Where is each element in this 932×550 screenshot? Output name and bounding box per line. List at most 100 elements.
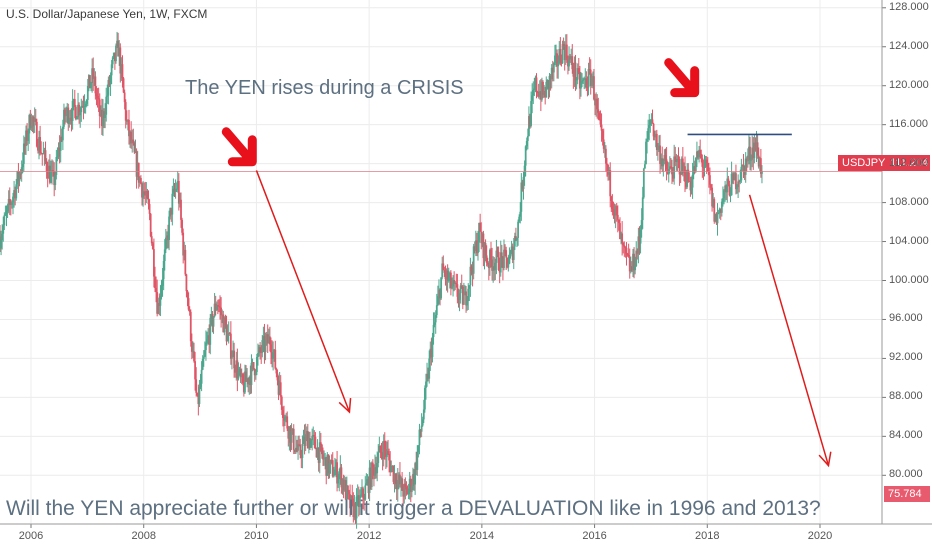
- candle-body: [233, 350, 236, 369]
- candle-body: [14, 190, 17, 199]
- candle-body: [646, 139, 648, 142]
- candle-body: [382, 440, 385, 459]
- candle-body: [120, 64, 123, 74]
- candle-body: [253, 368, 256, 376]
- candle-body: [46, 171, 49, 179]
- candle-body: [317, 447, 320, 463]
- candle-body: [602, 139, 605, 149]
- candle-body: [600, 124, 603, 131]
- candle-body: [54, 174, 57, 186]
- candle-body: [758, 158, 761, 167]
- candle-body: [406, 489, 409, 495]
- candle-body: [477, 242, 479, 254]
- candle-body: [38, 137, 40, 151]
- candle-body: [249, 377, 252, 385]
- candle-body: [674, 156, 677, 160]
- candle-body: [666, 169, 669, 175]
- candle-body: [430, 348, 433, 358]
- candle-body: [550, 67, 553, 80]
- candle-body: [138, 178, 141, 183]
- candle-body: [288, 426, 291, 439]
- candle-body: [619, 223, 621, 240]
- candle-body: [112, 52, 115, 58]
- candle-body: [311, 435, 314, 441]
- candle-body: [492, 266, 495, 271]
- candle-body: [205, 342, 207, 351]
- candle-body: [335, 462, 337, 470]
- candle-body: [186, 291, 189, 299]
- candle-body: [279, 382, 282, 397]
- candle-body: [310, 440, 312, 448]
- annotation-top: The YEN rises during a CRISIS: [185, 77, 464, 99]
- candle-body: [724, 185, 727, 191]
- candle-body: [334, 469, 336, 476]
- candle-body: [648, 125, 651, 129]
- candle-body: [367, 479, 370, 494]
- candle-body: [691, 174, 694, 188]
- candle-body: [365, 483, 368, 486]
- candle-body: [60, 136, 63, 141]
- candle-body: [577, 68, 580, 72]
- candle-body: [274, 349, 277, 369]
- candle-body: [380, 452, 383, 454]
- candle-body: [500, 252, 503, 258]
- candle-body: [56, 156, 59, 158]
- candle-body: [141, 183, 143, 198]
- candle-body: [374, 467, 376, 476]
- candle-body: [154, 276, 156, 289]
- candle-body: [717, 212, 720, 214]
- candle-body: [89, 75, 91, 89]
- candle-body: [301, 443, 304, 458]
- candle-body: [102, 111, 104, 127]
- candle-body: [213, 303, 216, 317]
- candle-body: [507, 263, 510, 268]
- candle-body: [329, 459, 332, 464]
- candle-body: [754, 142, 757, 151]
- candle-body: [506, 257, 509, 268]
- candle-body: [185, 274, 188, 292]
- candle-body: [458, 293, 461, 300]
- candle-body: [718, 208, 721, 213]
- candle-body: [748, 146, 750, 156]
- candle-body: [616, 214, 619, 220]
- candle-body: [287, 428, 290, 439]
- candle-body: [621, 233, 624, 244]
- candle-body: [129, 131, 131, 137]
- candle-body: [521, 182, 524, 190]
- candle-body: [143, 191, 146, 195]
- candle-body: [82, 105, 85, 107]
- candle-body: [445, 270, 448, 280]
- candle-body: [661, 158, 664, 167]
- candle-body: [109, 75, 112, 85]
- candle-body: [97, 98, 100, 100]
- candle-body: [736, 187, 738, 190]
- candle-body: [342, 479, 345, 491]
- candle-body: [503, 249, 505, 268]
- candle-body: [392, 465, 395, 482]
- candle-body: [645, 141, 647, 165]
- candle-body: [47, 165, 50, 179]
- candle-body: [735, 173, 737, 190]
- candle-body: [390, 466, 393, 473]
- candle-body: [552, 62, 555, 73]
- candle-body: [215, 305, 218, 311]
- y-tick-label: 128.000: [889, 0, 929, 13]
- candle-body: [350, 495, 353, 509]
- candle-body: [681, 158, 684, 173]
- candle-body: [715, 214, 718, 224]
- candle-body: [155, 288, 157, 293]
- candle-body: [214, 303, 217, 311]
- candle-body: [742, 164, 745, 166]
- candle-body: [61, 126, 64, 141]
- candle-body: [298, 444, 301, 446]
- candle-body: [525, 140, 528, 147]
- candle-body: [568, 56, 570, 67]
- candle-body: [188, 309, 191, 312]
- candle-body: [296, 447, 298, 451]
- candle-body: [532, 90, 535, 96]
- candle-body: [381, 453, 384, 459]
- candle-body: [518, 216, 521, 222]
- candle-body: [727, 178, 730, 185]
- candle-body: [604, 148, 607, 164]
- candle-body: [732, 173, 735, 181]
